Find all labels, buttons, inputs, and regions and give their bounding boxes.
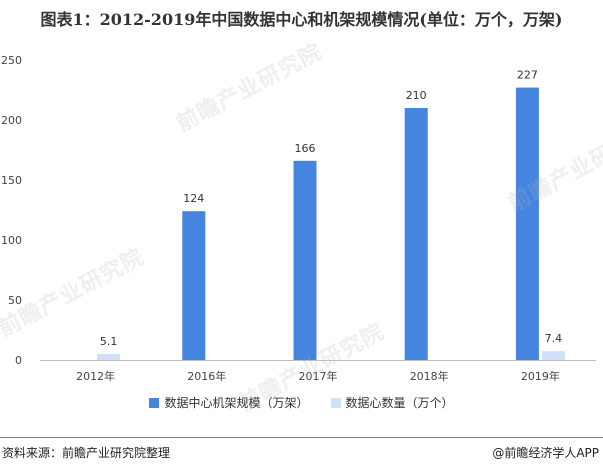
y-tick-label: 250 (1, 54, 22, 67)
y-tick-label: 150 (1, 174, 22, 187)
data-label: 210 (406, 89, 427, 102)
legend-item-series-1: 数据中心机架规模（万架） (149, 394, 309, 411)
bar (515, 87, 539, 360)
legend-label: 数据中心机架规模（万架） (164, 396, 309, 410)
data-label: 5.1 (100, 335, 118, 348)
legend-swatch (149, 397, 160, 408)
legend-label: 数据心数量（万个） (345, 396, 454, 410)
chart-title: 图表1：2012-2019年中国数据中心和机架规模情况(单位：万个，万架) (40, 10, 563, 29)
y-tick-label: 100 (1, 234, 22, 247)
legend-item-series-2: 数据心数量（万个） (330, 394, 454, 411)
data-label: 124 (183, 192, 204, 205)
data-label: 227 (517, 69, 538, 82)
bar (404, 108, 428, 360)
x-tick-label: 2016年 (187, 369, 226, 383)
bar (182, 211, 206, 360)
y-tick-label: 50 (8, 294, 22, 307)
y-tick-label: 200 (1, 114, 22, 127)
brand-credit: @前瞻经济学人APP (492, 446, 599, 460)
footer-divider (0, 437, 603, 438)
data-label: 166 (295, 142, 316, 155)
bar (541, 351, 565, 360)
x-tick-label: 2012年 (76, 369, 115, 383)
bar (293, 160, 317, 360)
bar-chart: 0 50 100 150 200 250 2012年 5.1 2016年 124 2017年 166 2… (1, 54, 596, 383)
chart-legend: 数据中心机架规模（万架） 数据心数量（万个） (0, 394, 603, 411)
footer: 资料来源：前瞻产业研究院整理 @前瞻经济学人APP (2, 444, 599, 461)
y-tick-label: 0 (15, 354, 22, 367)
source-note: 资料来源：前瞻产业研究院整理 (2, 446, 171, 460)
data-label: 7.4 (545, 332, 563, 345)
x-tick-label: 2017年 (299, 369, 338, 383)
legend-swatch (330, 397, 341, 408)
x-tick-label: 2019年 (521, 369, 560, 383)
bar (97, 353, 121, 360)
x-tick-label: 2018年 (410, 369, 449, 383)
